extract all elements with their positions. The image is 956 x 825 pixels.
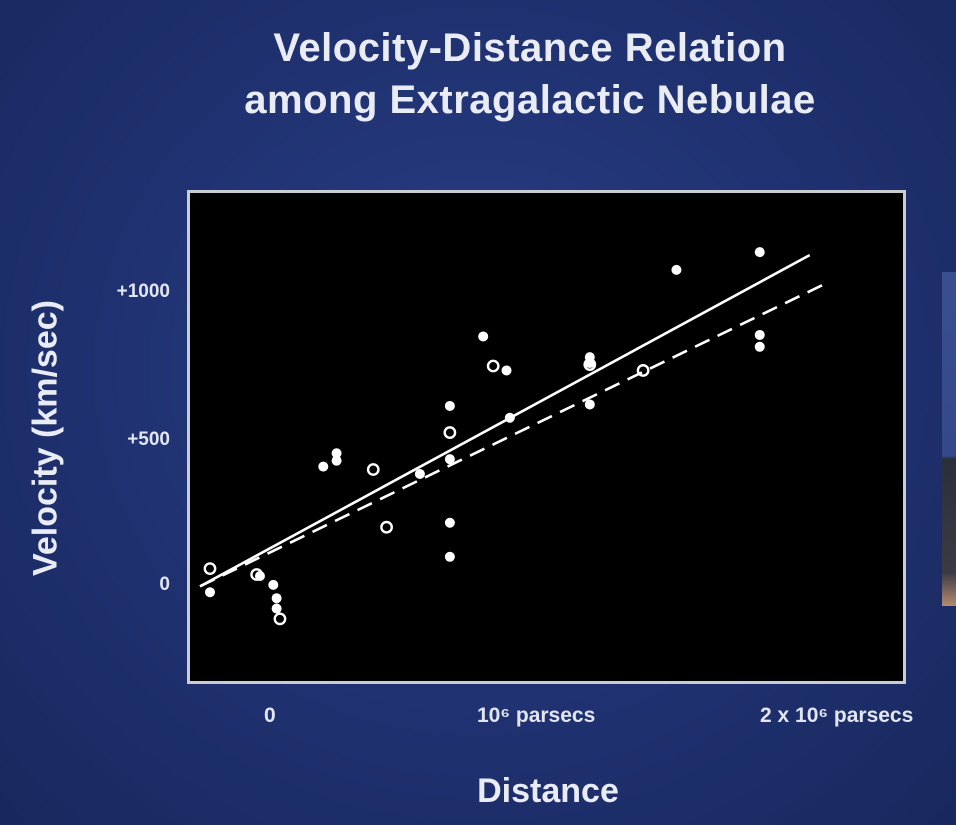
- x-tick-label-0: 0: [264, 704, 276, 727]
- filled-point-6: [331, 455, 342, 466]
- filled-point-14: [501, 365, 512, 376]
- filled-point-19: [671, 264, 682, 275]
- filled-point-20: [754, 247, 765, 258]
- open-point-0: [203, 562, 217, 576]
- filled-point-0: [204, 587, 215, 598]
- open-point-3: [366, 463, 380, 476]
- y-tick-label-1000: +1000: [116, 281, 170, 302]
- filled-point-4: [271, 603, 282, 614]
- x-tick-label-2: 2 x 10⁶ parsecs: [760, 704, 914, 727]
- y-tick-label-0: 0: [159, 574, 170, 595]
- open-point-2: [273, 612, 287, 626]
- presenter-image-edge: [942, 272, 956, 606]
- y-axis-label: Velocity (km/sec): [26, 300, 65, 576]
- filled-point-22: [754, 341, 765, 352]
- x-axis-label: Distance: [477, 772, 619, 810]
- filled-point-12: [444, 551, 455, 562]
- filled-point-7: [331, 448, 342, 459]
- filled-point-16: [584, 399, 595, 410]
- open-point-5: [443, 426, 457, 439]
- open-point-6: [486, 359, 500, 373]
- open-point-7: [583, 358, 597, 371]
- dashed-fit-line: [199, 282, 827, 588]
- solid-fit-line: [199, 253, 811, 588]
- filled-point-13: [478, 331, 489, 342]
- filled-point-15: [504, 412, 515, 423]
- open-point-1: [250, 568, 264, 581]
- filled-point-8: [414, 468, 425, 479]
- filled-point-21: [754, 329, 765, 340]
- chart-title-line-1: Velocity-Distance Relation: [273, 26, 787, 70]
- filled-point-11: [444, 517, 455, 528]
- filled-point-2: [268, 579, 279, 590]
- filled-point-3: [271, 593, 282, 604]
- chart-title-line-2: among Extragalactic Nebulae: [244, 78, 816, 122]
- open-point-8: [636, 364, 650, 377]
- chart-title: Velocity-Distance Relation among Extraga…: [0, 22, 956, 126]
- filled-point-9: [444, 400, 455, 411]
- filled-point-5: [318, 461, 329, 472]
- x-tick-label-1: 10⁶ parsecs: [477, 704, 596, 727]
- scatter-plot: [187, 190, 906, 684]
- open-point-4: [380, 520, 393, 534]
- y-tick-label-500: +500: [127, 429, 170, 450]
- filled-point-10: [444, 454, 455, 465]
